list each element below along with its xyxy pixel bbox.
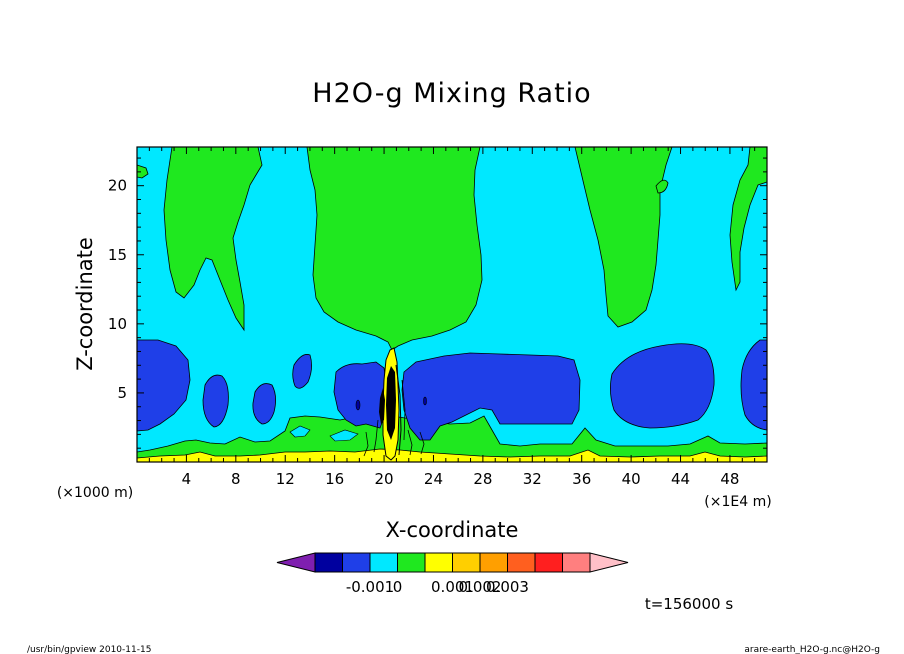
convective-line xyxy=(363,431,369,457)
convective-line xyxy=(407,429,413,456)
axis-ticks xyxy=(137,147,767,462)
x-tick-label: 32 xyxy=(523,470,542,488)
colorbar-swatch xyxy=(507,552,536,573)
colorbar-swatch xyxy=(276,552,316,573)
moist-region xyxy=(729,147,767,292)
convective-core xyxy=(379,388,385,424)
colorbar-swatch xyxy=(314,552,343,573)
x-tick-label: 12 xyxy=(276,470,295,488)
colorbar-label: 0.001 xyxy=(431,578,474,596)
dry-region xyxy=(137,339,191,432)
x-tick-label: 16 xyxy=(325,470,344,488)
colorbar-swatch xyxy=(369,552,398,573)
dry-region xyxy=(292,354,312,389)
plot-area xyxy=(137,147,767,462)
convective-line xyxy=(373,419,379,453)
dry-pocket xyxy=(289,425,311,438)
convective-line xyxy=(419,431,425,455)
y-unit-label: (×1E4 m) xyxy=(704,494,771,510)
x-tick-label: 40 xyxy=(622,470,641,488)
footer-right: arare-earth_H2O-g.nc@H2O-g xyxy=(744,645,880,654)
x-tick-label: 8 xyxy=(231,470,241,488)
x-unit-label: (×1000 m) xyxy=(57,485,133,501)
x-tick-label: 36 xyxy=(572,470,591,488)
x-tick-label: 20 xyxy=(375,470,394,488)
x-tick-label: 4 xyxy=(182,470,192,488)
colorbar-label: 0.003 xyxy=(486,578,529,596)
x-tick-label: 48 xyxy=(720,470,739,488)
x-tick-label: 24 xyxy=(424,470,443,488)
colorbar-swatch xyxy=(342,552,371,573)
x-axis-label: X-coordinate xyxy=(386,518,519,542)
x-tick-label: 28 xyxy=(473,470,492,488)
very-moist-region xyxy=(137,448,767,462)
dry-region xyxy=(333,361,388,429)
dry-region xyxy=(252,383,276,425)
colorbar-label: 0 xyxy=(393,578,403,596)
y-tick-label: 5 xyxy=(117,384,127,402)
colorbar-swatch xyxy=(424,552,453,573)
y-tick-label: 20 xyxy=(108,177,127,195)
colorbar-label: -0.001 xyxy=(346,578,394,596)
moist-region xyxy=(137,164,149,179)
dry-region xyxy=(740,339,767,431)
footer-left: /usr/bin/gpview 2010-11-15 xyxy=(27,645,151,654)
colorbar-swatch xyxy=(589,552,629,573)
dry-pocket xyxy=(329,429,359,442)
y-tick-label: 10 xyxy=(108,315,127,333)
colorbar-swatch xyxy=(397,552,426,573)
x-tick-label: 44 xyxy=(671,470,690,488)
colorbar xyxy=(276,552,629,573)
colorbar-label: 0.002 xyxy=(459,578,502,596)
convective-line xyxy=(395,364,402,456)
convective-core xyxy=(386,366,396,440)
colorbar-swatch xyxy=(562,552,591,573)
chart-title: H2O-g Mixing Ratio xyxy=(312,78,591,109)
plot-frame xyxy=(136,146,768,463)
very-dry-core xyxy=(423,396,427,406)
y-axis-label: Z-coordinate xyxy=(73,237,97,371)
colorbar-swatch xyxy=(452,552,481,573)
very-dry-core xyxy=(355,399,361,411)
moist-region xyxy=(655,179,669,194)
convective-line xyxy=(401,379,406,441)
colorbar-swatch xyxy=(534,552,563,573)
dry-region xyxy=(610,343,715,429)
moist-region xyxy=(306,147,483,351)
dry-region xyxy=(401,352,581,441)
dry-region xyxy=(202,374,229,428)
y-tick-label: 15 xyxy=(108,246,127,264)
colorbar-swatch xyxy=(479,552,508,573)
moist-region xyxy=(163,147,263,332)
time-label: t=156000 s xyxy=(645,595,733,613)
